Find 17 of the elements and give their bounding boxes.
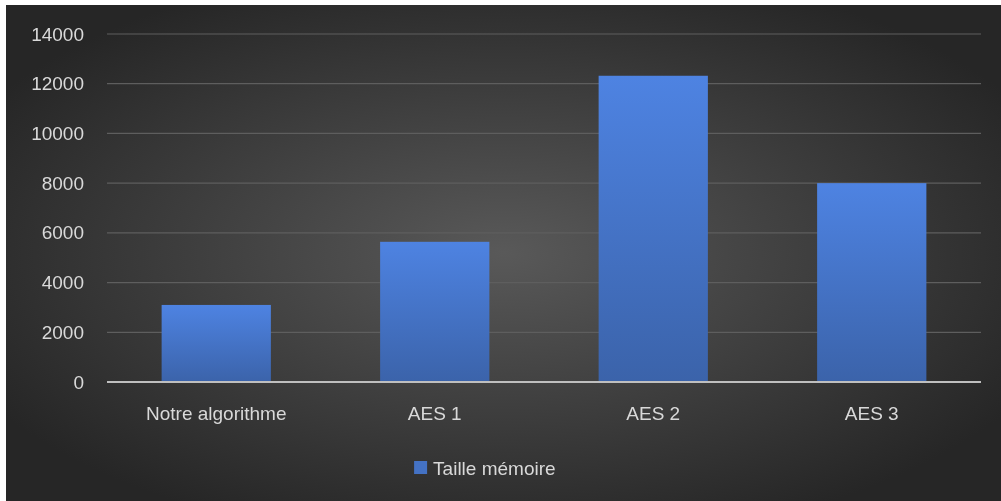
y-tick-label: 10000 [31,122,84,144]
bar [817,183,927,382]
bar [161,304,271,382]
y-tick-label: 12000 [31,73,84,95]
y-tick-label: 8000 [41,172,84,194]
y-tick-label: 14000 [31,23,84,45]
x-tick-label: Notre algorithme [146,402,287,424]
y-tick-label: 0 [73,371,84,393]
bar [598,75,708,382]
bar [380,241,490,382]
x-tick-label: AES 2 [626,402,681,424]
y-tick-label: 4000 [41,272,84,294]
x-tick-label: AES 1 [407,402,462,424]
x-tick-label: AES 3 [844,402,899,424]
y-tick-label: 6000 [41,222,84,244]
legend-label: Taille mémoire [433,457,556,479]
y-tick-label: 2000 [41,321,84,343]
